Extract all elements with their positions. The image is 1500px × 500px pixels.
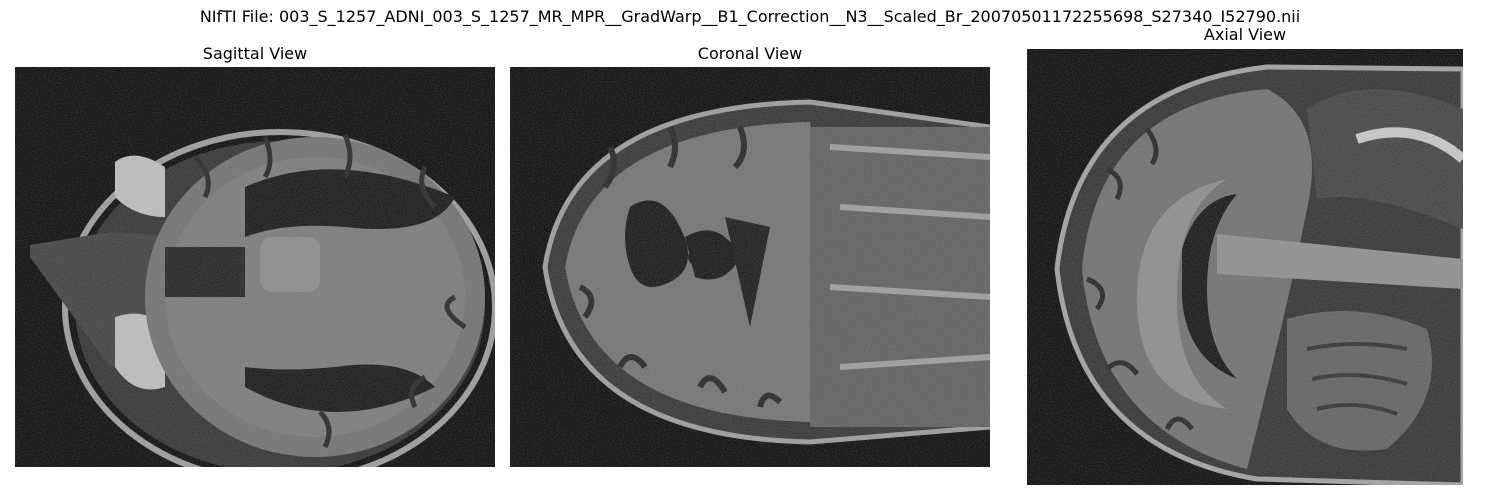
panel-title-sagittal: Sagittal View [202,44,308,63]
brain-mri-image [510,67,990,467]
panel-title-axial: Axial View [1203,25,1287,44]
figure-title: NIfTI File: 003_S_1257_ADNI_003_S_1257_M… [199,7,1301,26]
coronal-view-image [510,67,990,467]
panel-title-coronal: Coronal View [697,44,803,63]
brain-mri-image [1027,49,1463,485]
sagittal-view-image [15,67,495,467]
axial-view-image [1027,49,1463,485]
brain-mri-image [15,67,495,467]
